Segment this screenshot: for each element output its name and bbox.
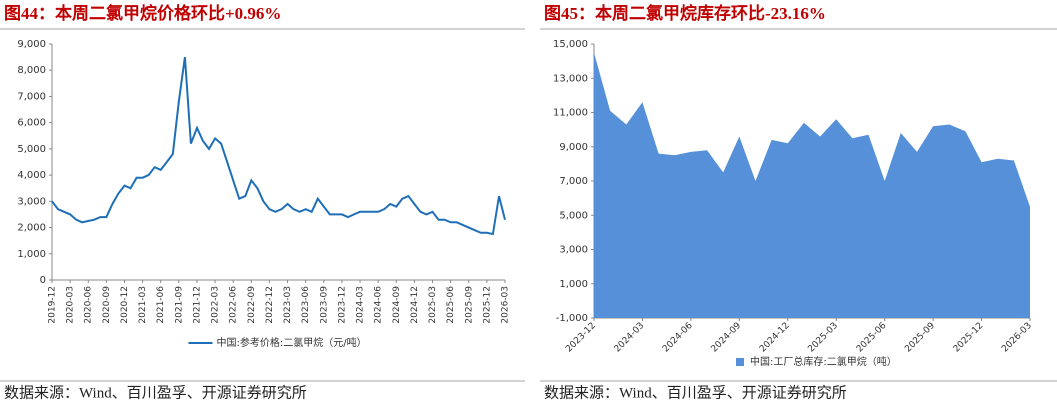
x-tick-label: 2023-12	[564, 321, 598, 355]
y-tick-label: 3,000	[559, 245, 588, 256]
legend-label: 中国:参考价格:二氯甲烷（元/吨）	[217, 336, 367, 349]
x-tick-label: 2021-03	[138, 286, 148, 324]
y-tick-label: -1,000	[556, 313, 588, 324]
x-tick-label: 2022-03	[211, 286, 221, 324]
chart-title: 图45：本周二氯甲烷库存环比-23.16%	[544, 3, 826, 23]
y-tick-label: 7,000	[17, 91, 46, 102]
y-tick-label: 0	[40, 275, 46, 286]
x-tick-label: 2022-06	[229, 286, 239, 324]
y-tick-label: 1,000	[559, 279, 588, 290]
y-tick-label: 13,000	[553, 73, 588, 84]
y-tick-label: 7,000	[559, 176, 588, 187]
x-tick-label: 2025-12	[482, 286, 492, 324]
legend-swatch	[736, 358, 744, 366]
x-tick-label: 2025-03	[428, 286, 438, 324]
x-tick-label: 2024-06	[661, 321, 695, 355]
x-tick-label: 2021-06	[156, 286, 166, 324]
y-tick-label: 15,000	[553, 39, 588, 50]
y-tick-label: 6,000	[17, 118, 46, 129]
y-tick-label: 1,000	[17, 249, 46, 260]
source: 数据来源：Wind、百川盈孚、开源证券研究所	[544, 384, 847, 401]
x-tick-label: 2026-03	[1000, 321, 1034, 355]
x-tick-label: 2020-12	[120, 286, 130, 324]
x-tick-label: 2021-12	[192, 286, 202, 324]
x-tick-label: 2024-12	[758, 321, 792, 355]
x-tick-label: 2024-12	[410, 286, 420, 324]
x-tick-label: 2024-06	[374, 286, 384, 324]
y-tick-label: 11,000	[553, 108, 588, 119]
y-tick-label: 3,000	[17, 196, 46, 207]
x-tick-label: 2020-03	[66, 286, 76, 324]
x-tick-label: 2023-09	[319, 286, 329, 324]
x-tick-label: 2025-03	[806, 321, 840, 355]
x-tick-label: 2024-09	[392, 286, 402, 324]
x-tick-label: 2023-03	[283, 286, 293, 324]
series-line	[51, 56, 506, 236]
legend-label: 中国:工厂总库存:二氯甲烷（吨）	[750, 355, 897, 368]
x-tick-label: 2024-03	[356, 286, 366, 324]
x-tick-label: 2020-06	[84, 286, 94, 324]
x-tick-label: 2025-09	[464, 286, 474, 324]
y-tick-label: 8,000	[17, 65, 46, 76]
x-tick-label: 2019-12	[48, 286, 58, 324]
x-tick-label: 2022-12	[265, 286, 275, 324]
x-tick-label: 2021-09	[174, 286, 184, 324]
chart-title: 图44：本周二氯甲烷价格环比+0.96%	[4, 3, 281, 23]
y-tick-label: 5,000	[559, 210, 588, 221]
x-tick-label: 2024-03	[613, 321, 647, 355]
x-tick-label: 2022-09	[247, 286, 257, 324]
x-tick-label: 2025-06	[446, 286, 456, 324]
x-tick-label: 2023-12	[337, 286, 347, 324]
x-tick-label: 2026-03	[501, 286, 511, 324]
x-tick-label: 2023-06	[301, 286, 311, 324]
x-tick-label: 2025-09	[903, 321, 937, 355]
y-tick-label: 9,000	[559, 142, 588, 153]
x-tick-label: 2025-06	[855, 321, 889, 355]
x-tick-label: 2024-09	[710, 321, 744, 355]
series-area	[594, 52, 1030, 318]
x-tick-label: 2025-12	[952, 321, 986, 355]
y-tick-label: 2,000	[17, 223, 46, 234]
y-tick-label: 5,000	[17, 144, 46, 155]
x-tick-label: 2020-09	[102, 286, 112, 324]
y-tick-label: 9,000	[17, 39, 46, 50]
y-tick-label: 4,000	[17, 170, 46, 181]
source: 数据来源：Wind、百川盈孚、开源证券研究所	[4, 384, 307, 401]
